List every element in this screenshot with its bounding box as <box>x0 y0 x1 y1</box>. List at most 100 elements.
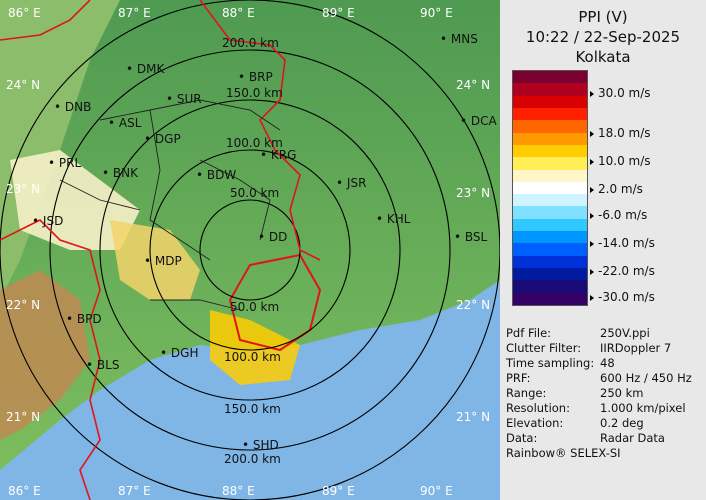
legend-swatch <box>513 231 587 244</box>
legend-tick-arrow <box>590 131 594 137</box>
product-title: PPI (V) <box>578 8 628 26</box>
radar-map <box>0 0 500 500</box>
city-dd: • DD <box>258 230 288 244</box>
precip-west <box>10 150 140 250</box>
lon-label-top-90: 90° E <box>420 6 453 20</box>
lon-label-bottom-89: 89° E <box>322 484 355 498</box>
city-shd: • SHD <box>242 438 279 452</box>
lon-label-bottom-88: 88° E <box>222 484 255 498</box>
ring-label-100-top: 100.0 km <box>226 136 283 150</box>
city-dgp: • DGP <box>144 132 181 146</box>
lat-label-right-22: 22° N <box>456 298 491 312</box>
city-prl: • PRL <box>48 156 82 170</box>
city-brp: • BRP <box>238 70 273 84</box>
ring-label-200-top: 200.0 km <box>222 36 279 50</box>
ring-label-100-bottom: 100.0 km <box>224 350 281 364</box>
city-sur: • SUR <box>166 92 202 106</box>
legend-swatch <box>513 292 587 306</box>
meta-key: Range: <box>506 386 547 400</box>
sea-area <box>0 280 500 500</box>
meta-key: Data: <box>506 431 538 445</box>
city-mns: • MNS <box>440 32 478 46</box>
lon-label-top-89: 89° E <box>322 6 355 20</box>
legend-tick-arrow <box>590 159 594 165</box>
legend-swatch <box>513 157 587 171</box>
legend-tick-arrow <box>590 187 594 193</box>
legend-swatch <box>513 243 587 257</box>
state-borders <box>0 0 321 500</box>
legend-tick-arrow <box>590 91 594 97</box>
legend-label: -6.0 m/s <box>598 208 648 222</box>
city-jsd: • JSD <box>32 214 64 228</box>
ring-label-150-top: 150.0 km <box>226 86 283 100</box>
lon-label-bottom-86: 86° E <box>8 484 41 498</box>
meta-value: Radar Data <box>600 431 665 445</box>
city-dgh: • DGH <box>160 346 199 360</box>
meta-value: 250V.ppi <box>600 326 650 340</box>
legend-label: 2.0 m/s <box>598 182 643 196</box>
city-jsr: • JSR <box>336 176 367 190</box>
ring-label-50-bottom: 50.0 km <box>230 300 280 314</box>
ring-label-200-bottom: 200.0 km <box>224 452 281 466</box>
city-bpd: • BPD <box>66 312 102 326</box>
city-bdw: • BDW <box>196 168 237 182</box>
legend-swatch <box>513 120 587 134</box>
meta-key: Resolution: <box>506 401 570 415</box>
meta-value: 250 km <box>600 386 644 400</box>
legend-label: -14.0 m/s <box>598 236 655 250</box>
legend-label: -30.0 m/s <box>598 290 655 304</box>
meta-key: Pdf File: <box>506 326 552 340</box>
ring-200km <box>49 49 451 451</box>
district-borders <box>59 99 281 311</box>
precip-center <box>110 220 200 300</box>
legend-tick-arrow <box>590 269 594 275</box>
precip-south <box>210 310 300 385</box>
meta-value: IIRDoppler 7 <box>600 341 672 355</box>
legend-tick-arrow <box>590 213 594 219</box>
meta-value: 1.000 km/pixel <box>600 401 686 415</box>
legend-swatch <box>513 144 587 158</box>
meta-key: PRF: <box>506 371 531 385</box>
city-dmk: • DMK <box>126 62 165 76</box>
legend-label: 18.0 m/s <box>598 126 651 140</box>
legend-swatch <box>513 218 587 232</box>
station-name: Kolkata <box>575 48 631 66</box>
lat-label-right-24: 24° N <box>456 78 491 92</box>
city-bsl: • BSL <box>454 230 488 244</box>
lon-label-top-88: 88° E <box>222 6 255 20</box>
legend-swatch <box>513 107 587 121</box>
lat-label-right-21: 21° N <box>456 410 491 424</box>
lon-label-bottom-90: 90° E <box>420 484 453 498</box>
ring-label-50-top: 50.0 km <box>230 186 280 200</box>
city-asl: • ASL <box>108 116 142 130</box>
legend-swatch <box>513 169 587 183</box>
ring-100km <box>149 149 351 351</box>
legend-swatch <box>513 83 587 97</box>
footer-credit: Rainbow® SELEX-SI <box>506 446 621 460</box>
legend-swatch <box>513 280 587 294</box>
highland-dark <box>0 270 90 440</box>
legend-swatch <box>513 194 587 207</box>
legend-label: 30.0 m/s <box>598 86 651 100</box>
legend-swatch <box>513 95 587 109</box>
legend-swatch <box>513 181 587 195</box>
legend-tick-arrow <box>590 241 594 247</box>
city-mdp: • MDP <box>144 254 182 268</box>
meta-key: Time sampling: <box>506 356 595 370</box>
city-khl: • KHL <box>376 212 411 226</box>
city-dca: • DCA <box>460 114 497 128</box>
lat-label-left-23: 23° N <box>6 182 41 196</box>
meta-key: Clutter Filter: <box>506 341 582 355</box>
city-krg: • KRG <box>260 148 297 162</box>
precip-red-cell <box>228 253 322 352</box>
meta-key: Elevation: <box>506 416 564 430</box>
city-dnb: • DNB <box>54 100 92 114</box>
legend-swatch <box>513 268 587 281</box>
lat-label-left-22: 22° N <box>6 298 41 312</box>
city-bls: • BLS <box>86 358 120 372</box>
legend-swatch <box>513 255 587 269</box>
meta-value: 600 Hz / 450 Hz <box>600 371 692 385</box>
lon-label-bottom-87: 87° E <box>118 484 151 498</box>
legend-swatch <box>513 206 587 220</box>
legend-swatch <box>513 71 587 84</box>
